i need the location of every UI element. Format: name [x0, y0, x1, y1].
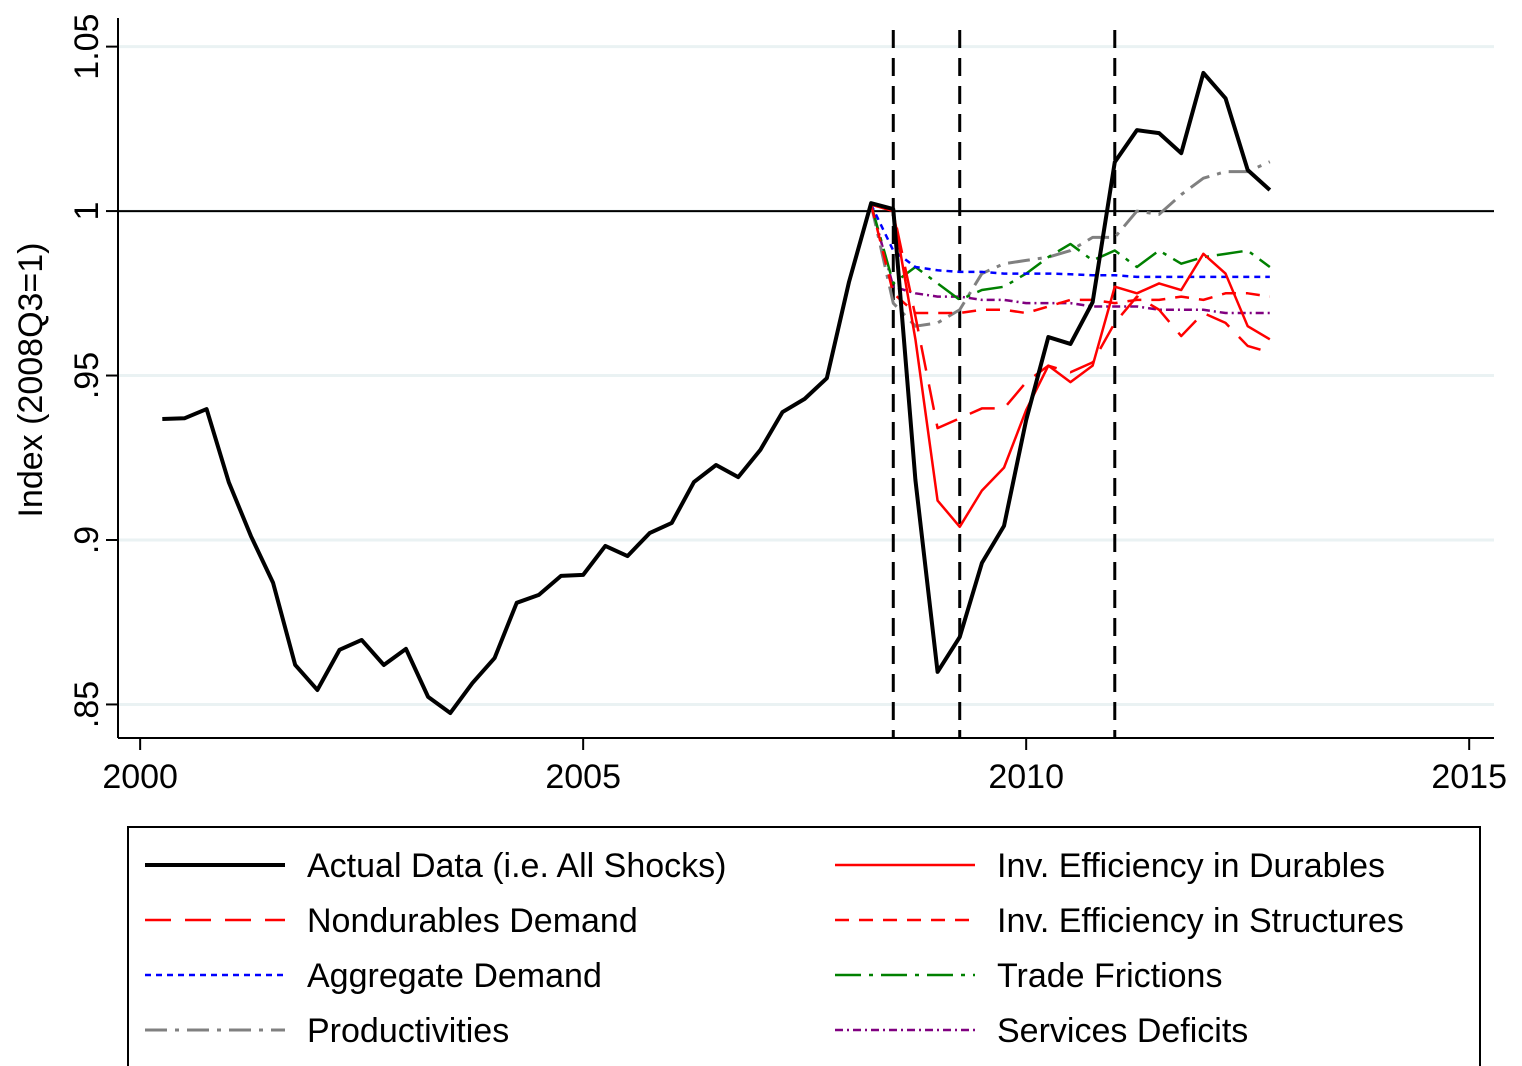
x-tick-label: 2005 [545, 758, 621, 796]
series-line [162, 70, 1272, 716]
legend-label: Aggregate Demand [307, 957, 602, 995]
x-tick-label: 2015 [1431, 758, 1507, 796]
series-line [870, 203, 1271, 430]
legend-label: Inv. Efficiency in Structures [997, 902, 1404, 940]
y-tick-label: 1 [68, 202, 106, 221]
series-line [869, 204, 1271, 315]
y-axis-label: Index (2008Q3=1) [12, 242, 50, 517]
series-line [870, 203, 1271, 529]
series-line [869, 204, 1270, 315]
legend-label: Inv. Efficiency in Durables [997, 847, 1385, 885]
legend-label: Productivities [307, 1012, 509, 1050]
legend-label: Actual Data (i.e. All Shocks) [307, 847, 727, 885]
legend-label: Services Deficits [997, 1012, 1248, 1050]
legend-label: Trade Frictions [997, 957, 1222, 995]
x-tick-label: 2010 [988, 758, 1064, 796]
series-line [869, 204, 1271, 302]
legend-label: Nondurables Demand [307, 902, 638, 940]
series-line [869, 203, 1270, 279]
y-tick-label: .85 [68, 681, 106, 728]
y-tick-label: .95 [68, 352, 106, 399]
y-tick-label: 1.05 [68, 14, 106, 80]
x-tick-label: 2000 [102, 758, 178, 796]
legend-box [127, 826, 1481, 1066]
series-line [869, 160, 1271, 328]
y-tick-label: .9 [68, 526, 106, 554]
